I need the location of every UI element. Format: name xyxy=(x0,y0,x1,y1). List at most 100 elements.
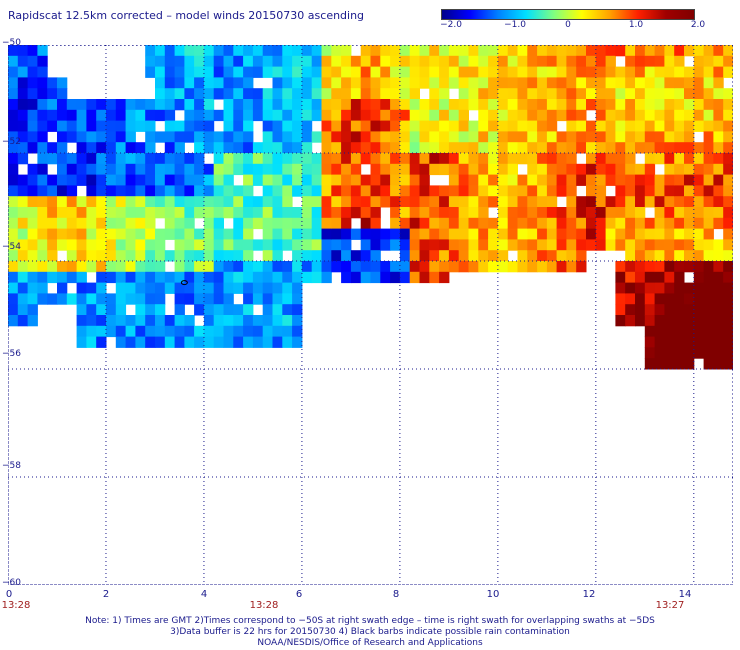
data-cell xyxy=(341,261,352,273)
data-cell xyxy=(282,131,293,143)
data-cell xyxy=(546,228,558,240)
data-cell xyxy=(66,109,78,122)
data-cell xyxy=(27,250,38,262)
data-cell xyxy=(507,55,518,68)
data-cell xyxy=(233,77,244,89)
data-cell xyxy=(703,217,714,230)
data-cell xyxy=(311,163,322,176)
data-cell xyxy=(252,163,264,176)
data-cell xyxy=(586,217,597,230)
data-cell xyxy=(213,282,224,294)
data-cell xyxy=(566,239,577,251)
data-cell xyxy=(96,99,107,111)
data-cell xyxy=(468,250,479,262)
data-cell xyxy=(360,77,371,89)
data-cell xyxy=(292,325,303,338)
data-cell xyxy=(723,217,733,230)
data-cell xyxy=(135,325,146,338)
data-cell xyxy=(301,271,313,284)
data-cell xyxy=(439,120,450,132)
data-cell xyxy=(262,99,273,111)
data-cell xyxy=(546,174,558,186)
data-cell xyxy=(703,142,714,154)
data-cell xyxy=(537,66,548,78)
data-cell xyxy=(37,131,48,143)
data-cell xyxy=(586,77,597,89)
data-cell xyxy=(586,120,597,132)
data-cell xyxy=(586,99,597,111)
data-cell xyxy=(184,271,195,284)
data-cell xyxy=(703,228,714,240)
data-cell xyxy=(507,196,518,208)
data-cell xyxy=(390,142,401,154)
data-cell xyxy=(262,336,273,348)
data-cell xyxy=(566,131,577,143)
data-cell xyxy=(174,45,185,57)
data-cell xyxy=(301,77,313,89)
data-cell xyxy=(350,77,362,89)
data-cell xyxy=(488,185,499,197)
data-cell xyxy=(399,271,411,284)
data-cell xyxy=(419,153,430,165)
data-cell xyxy=(448,207,460,219)
data-cell xyxy=(409,185,420,197)
data-cell xyxy=(468,99,479,111)
data-cell xyxy=(625,185,636,197)
data-cell xyxy=(635,228,646,240)
data-cell xyxy=(644,185,656,197)
data-cell xyxy=(448,174,460,186)
data-cell xyxy=(272,120,283,132)
data-cell xyxy=(429,131,440,143)
data-cell xyxy=(174,239,185,251)
data-cell xyxy=(693,325,705,338)
data-cell xyxy=(419,174,430,186)
data-cell xyxy=(8,271,19,284)
data-cell xyxy=(262,142,273,154)
data-cell xyxy=(341,55,352,68)
data-cell xyxy=(164,120,176,132)
data-cell xyxy=(419,239,430,251)
data-cell xyxy=(595,142,607,154)
data-cell xyxy=(654,77,665,89)
data-cell xyxy=(17,66,29,78)
data-cell xyxy=(693,99,705,111)
data-cell xyxy=(527,174,538,186)
data-cell xyxy=(566,163,577,176)
data-cell xyxy=(644,174,656,186)
data-cell xyxy=(674,153,685,165)
data-cell xyxy=(292,217,303,230)
data-cell xyxy=(370,174,381,186)
data-cell xyxy=(145,142,156,154)
data-cell xyxy=(106,304,117,316)
data-cell xyxy=(703,315,714,327)
data-cell xyxy=(576,131,587,143)
data-cell xyxy=(135,261,146,273)
data-cell xyxy=(155,45,166,57)
data-cell xyxy=(184,217,195,230)
data-cell xyxy=(497,77,509,89)
data-cell xyxy=(409,228,420,240)
data-cell xyxy=(66,120,78,132)
data-cell xyxy=(17,99,29,111)
data-cell xyxy=(223,77,234,89)
data-cell xyxy=(713,207,724,219)
data-cell xyxy=(184,336,195,348)
data-cell xyxy=(86,185,97,197)
data-cell xyxy=(439,163,450,176)
data-cell xyxy=(488,153,499,165)
data-cell xyxy=(576,207,587,219)
data-cell xyxy=(546,109,558,122)
data-cell xyxy=(66,293,78,305)
data-cell xyxy=(66,217,78,230)
data-cell xyxy=(360,207,371,219)
data-cell xyxy=(262,271,273,284)
data-cell xyxy=(458,250,469,262)
data-cell xyxy=(66,239,78,251)
data-cell xyxy=(145,325,156,338)
data-cell xyxy=(76,163,87,176)
data-cell xyxy=(272,77,283,89)
data-cell xyxy=(429,271,440,284)
data-cell xyxy=(145,131,156,143)
data-cell xyxy=(37,55,48,68)
data-cell xyxy=(341,88,352,100)
